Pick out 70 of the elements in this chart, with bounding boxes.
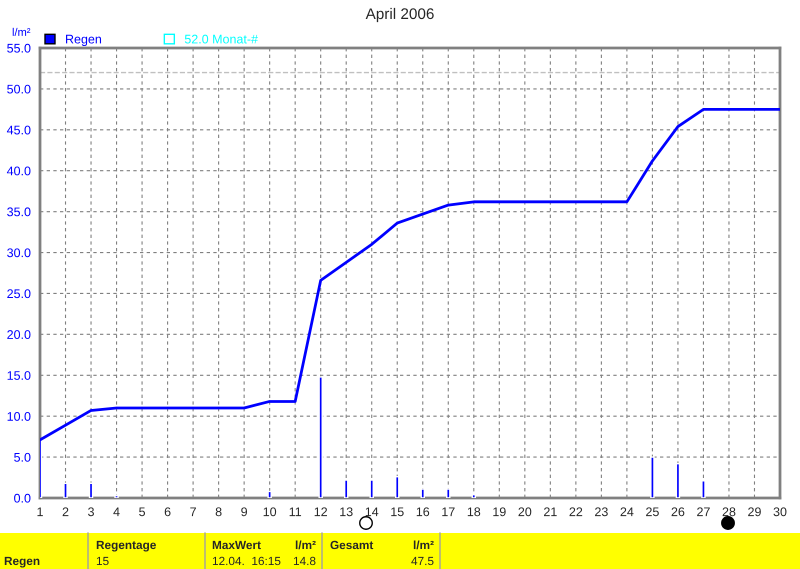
bar [267, 490, 272, 498]
x-tick-label: 21 [544, 507, 557, 516]
x-tick-label: 1 [37, 507, 43, 516]
y-axis-title: l/m² [12, 28, 30, 36]
ref-line-label: 52.0 Monat-# [184, 34, 258, 44]
x-tick-label: 19 [493, 507, 506, 516]
y-tick-label: 20.0 [7, 330, 30, 340]
bar [370, 479, 374, 498]
bar [701, 480, 706, 498]
x-tick-label: 5 [139, 507, 146, 516]
y-tick-label: 35.0 [7, 207, 30, 216]
x-tick-label: 28 [722, 507, 736, 516]
x-tick-label: 26 [672, 507, 684, 516]
x-tick-label: 9 [241, 507, 248, 516]
y-tick-label: 25.0 [7, 289, 30, 298]
x-tick-label: 23 [595, 507, 608, 516]
text: Regentage [96, 540, 156, 552]
x-tick-label: 16 [416, 507, 430, 516]
x-tick-label: 8 [216, 507, 222, 516]
text: Regen [4, 556, 40, 568]
bar [344, 479, 348, 498]
legend-label: Regen [66, 34, 102, 46]
y-tick-label: 50.0 [7, 84, 30, 94]
text: l/m² [414, 540, 434, 550]
x-tick-label: 15 [391, 507, 404, 516]
y-tick-label: 40.0 [6, 166, 30, 176]
x-tick-label: 24 [620, 507, 634, 516]
bar [318, 376, 323, 498]
text: MaxWert [212, 540, 261, 550]
y-tick-label: 30.0 [7, 248, 30, 258]
x-tick-label: 11 [290, 507, 302, 516]
x-tick-label: 12 [314, 507, 328, 516]
text: 15 [96, 556, 109, 566]
x-tick-label: 20 [518, 507, 532, 516]
text: Gesamt [330, 540, 374, 550]
bar [114, 494, 119, 498]
x-tick-label: 29 [748, 507, 761, 516]
x-tick-label: 30 [774, 507, 786, 516]
bar [676, 462, 680, 498]
y-tick-label: 0.0 [14, 494, 30, 503]
x-tick-label: 22 [570, 507, 582, 516]
text: 47.5 [411, 556, 434, 566]
text: l/m² [296, 540, 316, 550]
x-tick-label: 18 [468, 507, 480, 516]
y-tick-label: 15.0 [8, 371, 30, 380]
x-tick-label: 13 [340, 507, 353, 516]
text: 12.04. 16:15 [212, 556, 280, 566]
y-tick-label: 55.0 [7, 44, 30, 53]
bar [420, 488, 425, 498]
x-tick-label: 7 [190, 507, 196, 516]
x-tick-label: 6 [164, 507, 171, 516]
x-tick-label: 25 [646, 507, 659, 516]
bar [63, 482, 68, 498]
x-tick-label: 3 [88, 507, 94, 516]
bar [88, 482, 94, 498]
bar [472, 494, 476, 498]
x-tick-label: 17 [442, 507, 455, 516]
bar [650, 456, 655, 498]
y-tick-label: 10.0 [8, 412, 30, 421]
x-tick-label: 2 [62, 507, 68, 516]
bar [446, 488, 450, 498]
y-tick-label: 45.0 [6, 126, 30, 134]
text: 14.8 [294, 556, 316, 566]
x-tick-label: 10 [264, 507, 276, 516]
chart-title: April 2006 [366, 8, 434, 22]
x-tick-label: 14 [366, 507, 378, 516]
x-tick-label: 27 [697, 507, 710, 516]
y-tick-label: 5.0 [14, 452, 30, 462]
bar [395, 476, 400, 498]
x-tick-label: 4 [113, 507, 120, 516]
